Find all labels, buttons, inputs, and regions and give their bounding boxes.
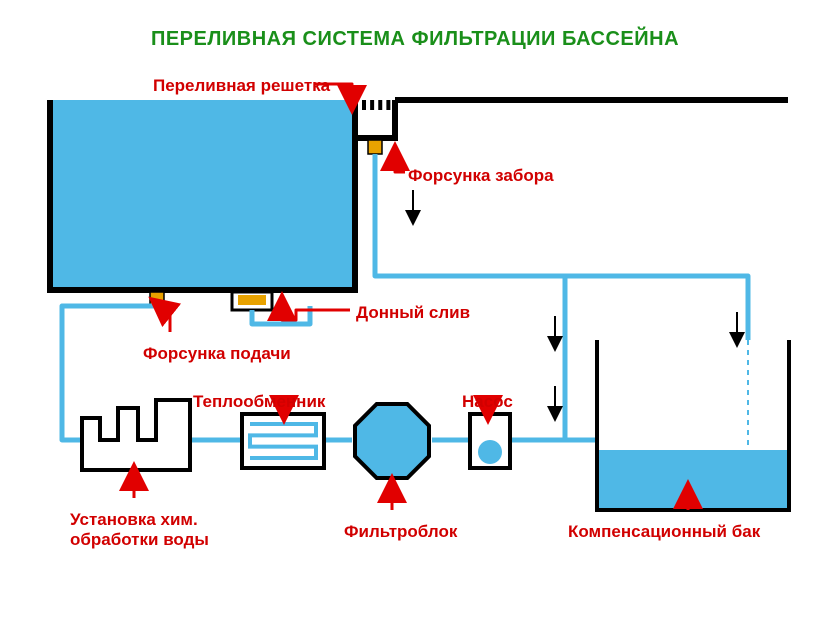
label-heat: Теплообменник — [193, 392, 325, 412]
label-chem: Установка хим. обработки воды — [70, 510, 209, 550]
label-drain: Донный слив — [356, 303, 470, 323]
label-intake: Форсунка забора — [408, 166, 554, 186]
label-supply: Форсунка подачи — [143, 344, 291, 364]
label-grate: Переливная решетка — [153, 76, 330, 96]
label-filter: Фильтроблок — [344, 522, 457, 542]
label-pump: Насос — [462, 392, 513, 412]
label-comp-tank: Компенсационный бак — [568, 522, 760, 542]
